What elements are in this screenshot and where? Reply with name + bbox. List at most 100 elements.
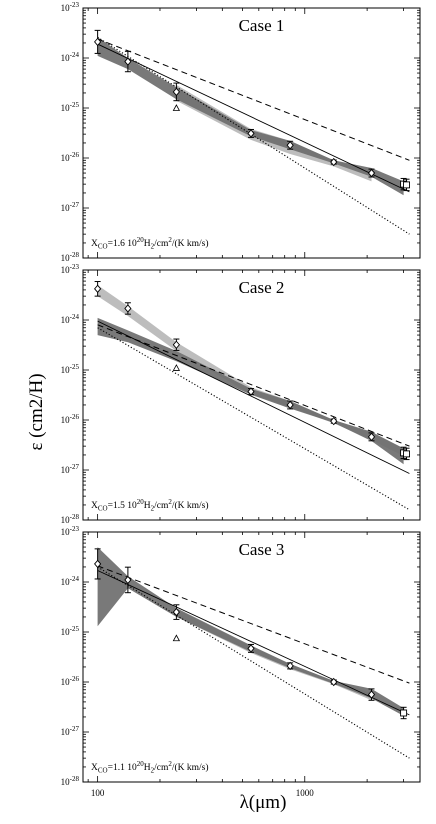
data-point-diamond: [247, 644, 255, 653]
data-point-diamond: [367, 432, 376, 442]
y-tick-exponent: -23: [70, 525, 80, 533]
y-tick-exponent: -27: [70, 201, 80, 209]
y-tick-base: 10: [61, 677, 71, 687]
y-tick-label: 10-27: [61, 463, 80, 475]
annotation-text: =1.5 10: [108, 501, 137, 511]
data-point-triangle: [172, 364, 181, 371]
y-tick-label: 10-25: [61, 363, 80, 375]
y-tick-base: 10: [61, 265, 71, 275]
data-point-diamond: [247, 387, 255, 396]
dotted-model-line: [97, 566, 410, 759]
data-point-diamond: [172, 340, 180, 349]
solid-model-line: [97, 570, 410, 716]
annotation-subscript: 2: [151, 243, 155, 251]
annotation-text: H: [144, 763, 151, 773]
y-tick-base: 10: [61, 627, 71, 637]
dotted-model-line: [97, 36, 410, 235]
data-point-diamond: [94, 37, 102, 47]
y-tick-label: 10-26: [61, 413, 80, 425]
x-tick-label: 100: [91, 788, 105, 798]
y-tick-exponent: -24: [70, 51, 80, 59]
annotation-superscript: 20: [137, 498, 145, 506]
annotation-text: /(K km/s): [172, 762, 209, 773]
y-tick-exponent: -26: [70, 413, 80, 421]
data-point-diamond: [124, 57, 132, 66]
annotation-text: /cm: [154, 501, 169, 511]
data-point-diamond: [172, 87, 180, 97]
annotation-text: X: [91, 501, 98, 511]
y-tick-base: 10: [61, 777, 71, 787]
data-point-diamond: [286, 141, 294, 150]
annotation-text: H: [144, 501, 151, 511]
y-tick-exponent: -26: [70, 675, 80, 683]
y-tick-exponent: -23: [70, 263, 80, 271]
data-point-square: [403, 450, 410, 458]
y-tick-label: 10-26: [61, 675, 80, 687]
y-tick-base: 10: [61, 153, 71, 163]
y-tick-base: 10: [61, 465, 71, 475]
data-point-diamond: [286, 400, 294, 410]
plot-area: [94, 29, 410, 235]
plot-area: [94, 281, 410, 511]
data-point-square: [403, 181, 410, 189]
data-point-diamond: [330, 416, 338, 426]
annotation-subscript: 2: [151, 505, 155, 513]
annotation-text: /cm: [154, 763, 169, 773]
annotation-text: /(K km/s): [172, 238, 209, 249]
y-tick-label: 10-25: [61, 625, 80, 637]
annotation-text: X: [91, 763, 98, 773]
y-tick-label: 10-24: [61, 313, 80, 325]
y-tick-label: 10-24: [61, 575, 80, 587]
data-point-diamond: [330, 677, 338, 687]
y-tick-exponent: -25: [70, 101, 80, 109]
y-tick-base: 10: [61, 577, 71, 587]
y-tick-label: 10-23: [61, 1, 80, 13]
data-point-diamond: [367, 690, 376, 699]
annotation-superscript: 20: [137, 760, 145, 768]
annotation-superscript: 2: [168, 236, 172, 244]
annotation-text: H: [144, 239, 151, 249]
data-point-triangle: [172, 104, 181, 111]
data-point-diamond: [124, 304, 132, 313]
dashed-model-line: [97, 324, 410, 447]
solid-model-line: [97, 320, 410, 474]
y-tick-exponent: -23: [70, 1, 80, 9]
xco-annotation: XCO=1.6 1020H2/cm2/(K km/s): [91, 236, 209, 251]
y-tick-label: 10-27: [61, 201, 80, 213]
annotation-text: X: [91, 239, 98, 249]
y-tick-label: 10-28: [61, 513, 80, 525]
y-tick-exponent: -28: [70, 513, 80, 521]
data-point-diamond: [330, 157, 338, 167]
panel-frame: [82, 269, 421, 521]
annotation-text: =1.1 10: [108, 763, 137, 773]
data-point-diamond: [124, 575, 132, 585]
model-band-dark: [97, 547, 404, 716]
y-tick-base: 10: [61, 103, 71, 113]
annotation-text: =1.6 10: [108, 239, 137, 249]
dashed-model-line: [97, 565, 410, 684]
data-point-square: [400, 709, 408, 717]
dashed-model-line: [97, 38, 410, 161]
y-tick-label: 10-23: [61, 263, 80, 275]
y-tick-base: 10: [61, 515, 71, 525]
y-tick-label: 10-28: [61, 251, 80, 263]
y-tick-label: 10-26: [61, 151, 80, 163]
annotation-superscript: 2: [168, 498, 172, 506]
y-tick-exponent: -24: [70, 575, 80, 583]
y-tick-label: 10-25: [61, 101, 80, 113]
y-tick-exponent: -28: [70, 251, 80, 259]
y-tick-exponent: -25: [70, 363, 80, 371]
y-tick-base: 10: [61, 253, 71, 263]
x-tick-label: 1000: [296, 788, 315, 798]
y-tick-label: 10-24: [61, 51, 80, 63]
x-axis-label: λ(μm): [240, 792, 287, 813]
solid-model-line: [97, 43, 410, 193]
data-point-diamond: [247, 129, 255, 138]
panel-title: Case 1: [239, 16, 285, 35]
data-point-diamond: [172, 607, 180, 617]
y-tick-exponent: -27: [70, 725, 80, 733]
y-tick-label: 10-28: [61, 775, 80, 787]
